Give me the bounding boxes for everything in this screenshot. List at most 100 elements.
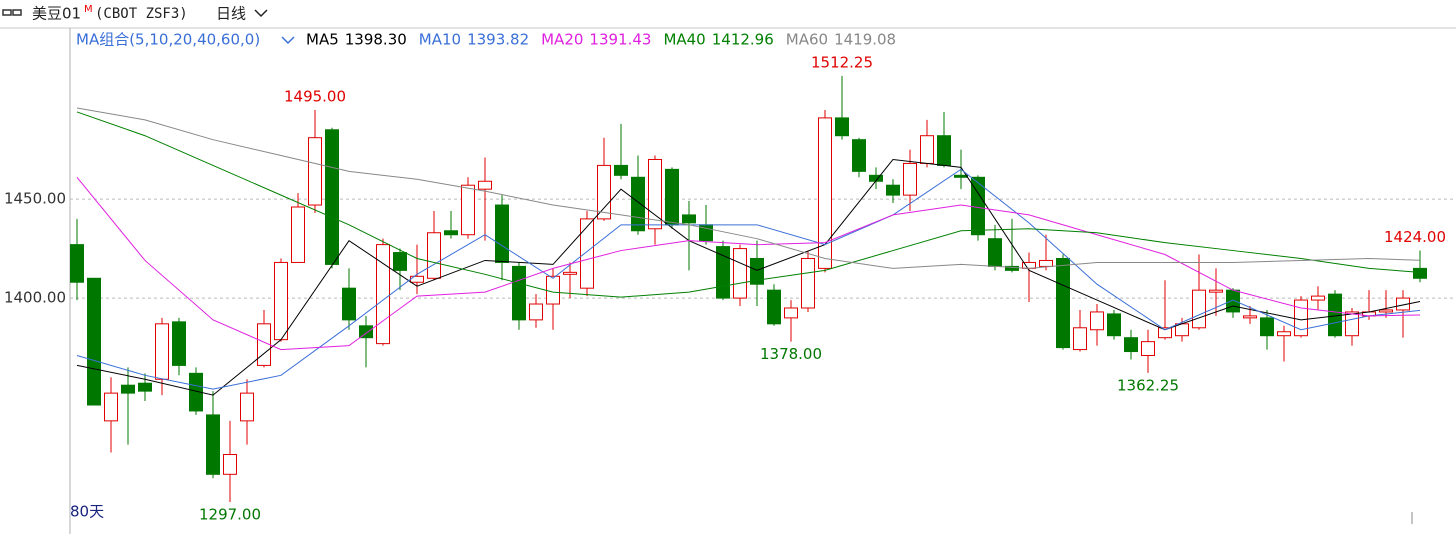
candle-body xyxy=(546,275,560,305)
candle-body xyxy=(580,218,594,289)
legend-name: MA20 xyxy=(541,31,583,49)
icon-part xyxy=(12,9,22,16)
candle-body xyxy=(648,158,662,230)
candle-body xyxy=(954,174,968,178)
dropdown-icon[interactable] xyxy=(281,36,295,45)
ma-group[interactable]: MA组合(5,10,20,40,60,0) xyxy=(76,31,260,49)
legend-name: MA40 xyxy=(663,31,705,49)
candle-body xyxy=(767,289,781,325)
title: 美豆01 xyxy=(32,5,81,23)
candle-body xyxy=(1056,257,1070,349)
candle-body xyxy=(1379,309,1393,313)
icon-part xyxy=(2,9,12,16)
candle-body xyxy=(155,323,169,380)
title-mark: M xyxy=(84,4,93,15)
symbol: (CBOT ZSF3) xyxy=(95,6,188,22)
extreme-label: 1495.00 xyxy=(284,87,346,105)
period[interactable]: 日线 xyxy=(216,5,246,23)
candle-body xyxy=(1209,289,1223,293)
candle-body xyxy=(121,384,135,394)
candle-body xyxy=(750,257,764,285)
candle-body xyxy=(682,214,696,224)
candle-body xyxy=(478,180,492,190)
legend-value: 1391.43 xyxy=(589,31,651,49)
candle-body xyxy=(835,117,849,137)
candle-body xyxy=(1090,311,1104,331)
candle-body xyxy=(818,117,832,269)
extreme-label: 1424.00 xyxy=(1384,228,1446,246)
extreme-label: 1378.00 xyxy=(760,345,822,363)
candle-body xyxy=(444,230,458,236)
candle-body xyxy=(1141,341,1155,357)
legend-name: MA5 xyxy=(306,31,339,49)
candle-body xyxy=(206,414,220,475)
candle-body xyxy=(1260,317,1274,337)
candle-body xyxy=(325,129,339,265)
candle-body xyxy=(1073,327,1087,351)
y-tick-label: 1400.00 xyxy=(4,289,66,307)
candle-body xyxy=(495,204,509,263)
ma-line xyxy=(76,158,1421,396)
candle-body xyxy=(733,248,747,299)
candle-body xyxy=(172,321,186,366)
candle-body xyxy=(1345,311,1359,337)
candle-body xyxy=(240,392,254,422)
candle-body xyxy=(70,244,84,283)
candle-body xyxy=(971,176,985,236)
candle-body xyxy=(801,257,815,309)
candle-body xyxy=(1277,331,1291,337)
candle-body xyxy=(529,303,543,321)
candle-body xyxy=(342,287,356,321)
ma-line xyxy=(76,107,1421,269)
legend-value: 1419.08 xyxy=(834,31,896,49)
legend-value: 1398.30 xyxy=(345,31,407,49)
candle-body xyxy=(427,232,441,279)
dropdown-icon[interactable] xyxy=(254,9,268,18)
candle-body xyxy=(1039,259,1053,267)
candle-body xyxy=(138,382,152,392)
candle-body xyxy=(223,454,237,475)
candle-body xyxy=(1413,267,1427,279)
candle-body xyxy=(1243,315,1257,319)
candle-body xyxy=(104,392,118,422)
candle-body xyxy=(87,277,101,406)
candle-body xyxy=(308,137,322,206)
candle-body xyxy=(274,261,288,341)
candle-body xyxy=(1226,289,1240,313)
candle-body xyxy=(1294,299,1308,337)
candle-body xyxy=(784,307,798,319)
menu-icon[interactable] xyxy=(2,9,22,16)
candle-body xyxy=(631,176,645,232)
y-tick-label: 1450.00 xyxy=(4,190,66,208)
extreme-label: 1362.25 xyxy=(1117,376,1179,394)
candle-body xyxy=(359,325,373,339)
candle-body xyxy=(903,162,917,196)
candle-body xyxy=(1192,289,1206,329)
candle-body xyxy=(937,135,951,166)
candle-body xyxy=(597,164,611,220)
candle-body xyxy=(1158,327,1172,339)
candle-body xyxy=(1005,265,1019,271)
candle-body xyxy=(920,135,934,164)
extreme-label: 1297.00 xyxy=(199,506,261,524)
legend-name: MA10 xyxy=(419,31,461,49)
candle-body xyxy=(988,238,1002,267)
ma-line xyxy=(76,111,1421,298)
extreme-label: 1512.25 xyxy=(811,53,873,71)
candle-body xyxy=(563,271,577,275)
ma-line xyxy=(76,168,1421,390)
candle-body xyxy=(1311,295,1325,301)
candle-body xyxy=(886,184,900,196)
candle-body xyxy=(665,168,679,226)
legend-name: MA60 xyxy=(786,31,828,49)
candle-body xyxy=(614,164,628,176)
legend-value: 1412.96 xyxy=(712,31,774,49)
candle-body xyxy=(291,206,305,263)
candle-body xyxy=(512,265,526,321)
candle-body xyxy=(1107,313,1121,337)
candle-body xyxy=(461,184,475,236)
candle-body xyxy=(852,139,866,172)
candle-body xyxy=(1124,337,1138,353)
